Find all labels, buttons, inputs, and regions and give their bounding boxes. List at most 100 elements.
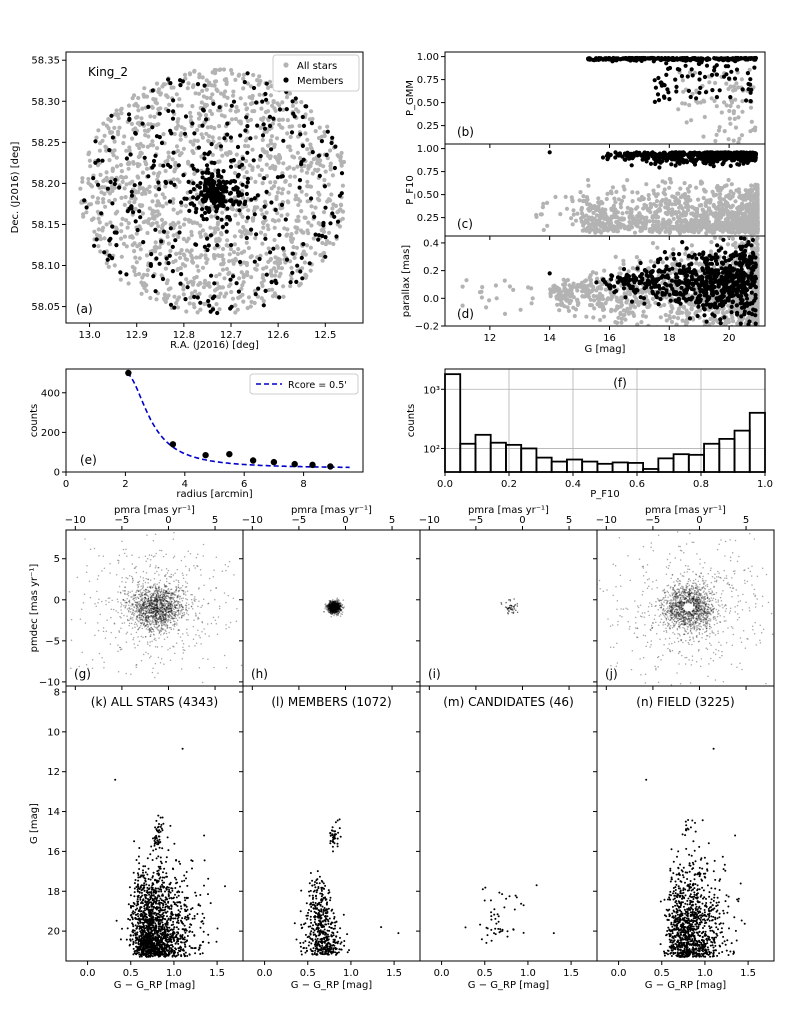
member-series-point xyxy=(600,155,606,160)
field-series-point xyxy=(632,230,638,235)
field-series xyxy=(676,67,758,144)
all-stars-series-point xyxy=(250,147,255,152)
all-stars-series-point xyxy=(136,154,141,160)
all-stars-series-point xyxy=(223,151,228,156)
all-stars-series-point xyxy=(239,250,244,255)
members-series-point xyxy=(238,133,243,138)
field-series-point xyxy=(709,240,714,245)
all-stars-series-point xyxy=(155,146,160,151)
all-stars-series-point xyxy=(303,112,308,117)
field-series-point xyxy=(728,121,733,126)
field-series-point xyxy=(600,307,606,312)
members-series-point xyxy=(96,158,101,163)
members-series-point xyxy=(237,208,242,213)
member-series-point xyxy=(670,56,676,61)
members-series-point xyxy=(258,153,263,159)
all-stars-series-point xyxy=(306,166,311,171)
member-series-point xyxy=(714,152,719,157)
legend-label-all: All stars xyxy=(297,61,337,72)
field-series-point xyxy=(714,206,719,211)
field-series-point xyxy=(633,222,638,227)
field-series-point xyxy=(707,322,712,326)
members-series-point xyxy=(294,279,299,284)
all-stars-series-point xyxy=(109,176,114,181)
all-stars-series-point xyxy=(147,189,152,195)
all-stars-series-point xyxy=(270,287,275,292)
all-stars-series-point xyxy=(285,131,290,136)
all-stars-series-point xyxy=(144,283,149,288)
all-stars-series-point xyxy=(244,107,249,112)
all-stars-series-point xyxy=(196,282,201,287)
field-series-point xyxy=(630,214,635,219)
members-series-point xyxy=(254,100,259,105)
members-series-point xyxy=(202,151,207,156)
members-series-point xyxy=(222,136,227,141)
field-series-point xyxy=(718,196,723,202)
field-series-point xyxy=(710,223,715,228)
all-stars-series-point xyxy=(148,114,153,119)
all-stars-series-point xyxy=(318,158,323,163)
all-stars-series-point xyxy=(236,247,241,252)
members-series-point xyxy=(262,215,267,220)
panel-label: (b) xyxy=(457,125,474,139)
all-stars-series-point xyxy=(306,184,311,189)
members-series-point xyxy=(187,208,192,213)
field-series-point xyxy=(569,216,574,221)
member-series-point xyxy=(688,58,693,63)
field-series-point xyxy=(660,179,665,184)
all-stars-series-point xyxy=(329,192,334,197)
all-stars-series-point xyxy=(126,281,131,286)
all-stars-series-point xyxy=(296,202,301,208)
all-stars-series-point xyxy=(97,220,102,225)
members-series-point xyxy=(227,191,233,196)
field-series-point xyxy=(597,209,602,214)
all-stars-series-point xyxy=(269,273,274,278)
all-stars-series-point xyxy=(243,102,248,107)
all-stars-series-point xyxy=(249,275,254,280)
all-stars-series-point xyxy=(184,309,189,314)
all-stars-series-point xyxy=(323,169,328,174)
field-series-point xyxy=(727,226,732,232)
field-series-point xyxy=(646,193,651,198)
all-stars-series-point xyxy=(116,112,121,117)
all-stars-series-point xyxy=(127,148,132,153)
field-series-point xyxy=(586,183,591,188)
field-series-point xyxy=(714,104,719,109)
all-stars-series-point xyxy=(145,230,150,236)
all-stars-series-point xyxy=(325,238,330,243)
all-stars-series-point xyxy=(113,112,118,117)
member-series-point xyxy=(618,57,623,62)
members-series-point xyxy=(323,205,328,210)
members-series-point xyxy=(190,163,195,168)
all-stars-series-point xyxy=(181,287,186,292)
all-stars-series-point xyxy=(222,294,227,299)
members-series-point xyxy=(198,180,203,186)
all-stars-series-point xyxy=(248,84,253,89)
all-stars-series-point xyxy=(325,124,330,129)
all-stars-series-point xyxy=(132,269,137,274)
all-stars-series-point xyxy=(201,285,206,290)
all-stars-series-point xyxy=(101,197,106,202)
members-series-point xyxy=(133,130,138,136)
all-stars-series-point xyxy=(168,248,173,253)
all-stars-series-point xyxy=(233,256,238,261)
member-series-point xyxy=(620,154,625,159)
all-stars-series-point xyxy=(163,168,168,174)
members-series-point xyxy=(290,251,295,256)
field-series-point xyxy=(627,214,632,219)
field-series-point xyxy=(656,184,661,189)
all-stars-series-point xyxy=(260,137,265,143)
field-series-point xyxy=(600,304,606,309)
members-series-point xyxy=(200,175,205,180)
members-series-point xyxy=(195,168,200,173)
member-series-point xyxy=(616,153,621,158)
member-series-point xyxy=(752,65,757,70)
all-stars-series-point xyxy=(187,71,192,76)
all-stars-series-point xyxy=(299,100,304,105)
member-series-point xyxy=(710,88,715,93)
field-series-point xyxy=(602,216,607,221)
all-stars-series-point xyxy=(252,205,257,210)
field-series-point xyxy=(680,78,686,83)
members-series-point xyxy=(137,209,142,214)
all-stars-series-point xyxy=(293,100,299,105)
